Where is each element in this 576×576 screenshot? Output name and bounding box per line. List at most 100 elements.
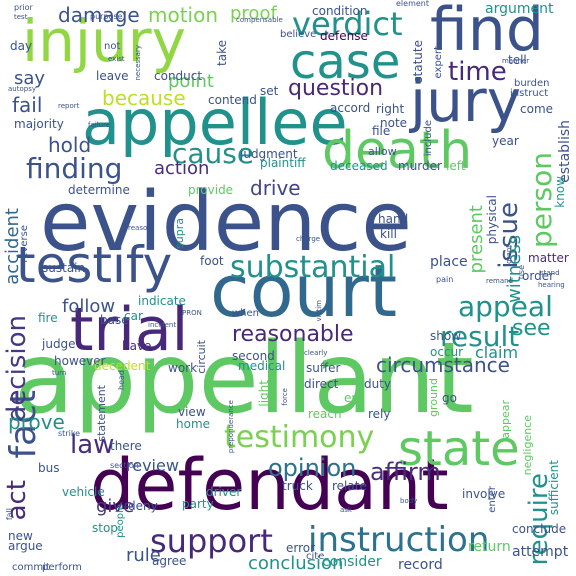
cloud-word: defense [320,29,368,43]
cloud-word: conclude [512,522,567,536]
cloud-word: people [115,504,126,538]
cloud-word: error [286,541,316,555]
cloud-word: negligence [521,415,534,476]
cloud-word: provide [188,183,234,197]
cloud-word: occur [430,345,464,359]
cloud-word: driver [206,485,242,499]
cloud-word: because [102,86,186,110]
cloud-word: conclusion [248,553,344,574]
cloud-word: remand [486,277,514,285]
cloud-word: finding [26,152,123,185]
cloud-word: death [322,121,473,181]
cloud-word: tell [508,53,527,67]
cloud-word: ask [340,506,352,514]
cloud-word: enter [487,486,498,513]
cloud-word: accord [330,101,371,115]
cloud-word: follow [62,296,116,317]
cloud-word: drive [250,176,301,200]
cloud-word: incident [148,321,177,329]
cloud-word: physical [485,195,499,245]
cloud-word: charge [296,235,321,243]
cloud-word: instruct [510,88,549,99]
cloud-word: hearing [538,281,565,289]
cloud-word: consider [322,554,382,570]
cloud-word: duty [364,377,392,391]
cloud-word: opinion [268,454,357,482]
cloud-word: day [10,39,33,53]
cloud-word: vehicle [62,485,105,499]
cloud-word: give [96,496,135,517]
cloud-word: conduct [154,69,203,83]
cloud-word: action [154,158,210,179]
cloud-word: fall [5,508,14,521]
cloud-word: trial [70,295,189,365]
cloud-word: sufficient [547,460,561,516]
cloud-word: year [492,134,519,148]
cloud-word: fire [38,311,58,325]
cloud-word: believe [280,29,317,40]
cloud-word: prove [8,410,65,434]
cloud-word: appellant [14,322,474,436]
cloud-word: left [446,159,466,173]
cloud-word: however [54,354,106,368]
cloud-word: support [150,522,273,560]
cloud-word: agree [152,554,187,568]
cloud-word: party [182,497,214,511]
cloud-word: strike [58,429,81,438]
cloud-word: compensable [236,16,283,24]
cloud-word: statute [411,40,425,83]
cloud-word: proof [230,3,277,24]
cloud-word: there [110,439,142,453]
cloud-word: head [117,370,126,390]
cloud-word: fail [12,93,43,117]
cloud-word: circumstance [376,353,510,377]
cloud-word: say [14,68,46,89]
cloud-word: time [448,57,507,87]
cloud-word: reason [128,224,152,232]
cloud-word: reach [308,407,342,421]
cloud-word: contend [208,93,257,107]
cloud-word: exist [108,55,125,63]
cloud-word: affirm [370,458,441,486]
cloud-word: rule [126,545,161,566]
cloud-word: hold [48,133,92,157]
cloud-word: testify [16,236,173,294]
cloud-word: reverse [19,225,30,263]
cloud-word: show [430,329,462,343]
cloud-word: kill [380,227,397,241]
cloud-word: result [440,320,520,353]
cloud-word: direct [304,377,339,391]
cloud-word: return [468,539,511,555]
cloud-word: circuit [195,340,208,374]
cloud-word: determine [68,183,130,197]
cloud-word: attempt [512,544,569,560]
cloud-word: note [380,116,408,130]
cloud-word: verdict [292,5,403,43]
cloud-word: injury [22,7,186,75]
cloud-word: allow [368,145,397,158]
cloud-word: sustain [42,261,86,275]
cloud-word: have [122,339,152,353]
cloud-word: state [398,421,520,477]
cloud-word: condition [312,4,368,18]
cloud-word: purpose [90,12,123,21]
cloud-word: element [396,0,429,8]
cloud-word: point [168,71,214,92]
cloud-word: supra [173,218,186,249]
cloud-word: majority [14,117,64,131]
cloud-word: cause [172,137,255,170]
cloud-word: record [398,557,443,573]
cloud-word: motion [148,3,219,27]
cloud-word: person [525,152,558,248]
cloud-word: appeal [458,290,553,323]
cloud-word: include [423,120,434,157]
cloud-word: test [14,13,28,21]
cloud-word: hand [378,212,409,226]
cloud-word: deceased [330,159,388,173]
cloud-word: place [430,254,468,270]
cloud-word: home [176,417,211,431]
cloud-word: see [512,316,551,341]
cloud-word: cite [306,551,325,562]
cloud-word: come [520,102,554,116]
cloud-word: court [210,249,398,333]
